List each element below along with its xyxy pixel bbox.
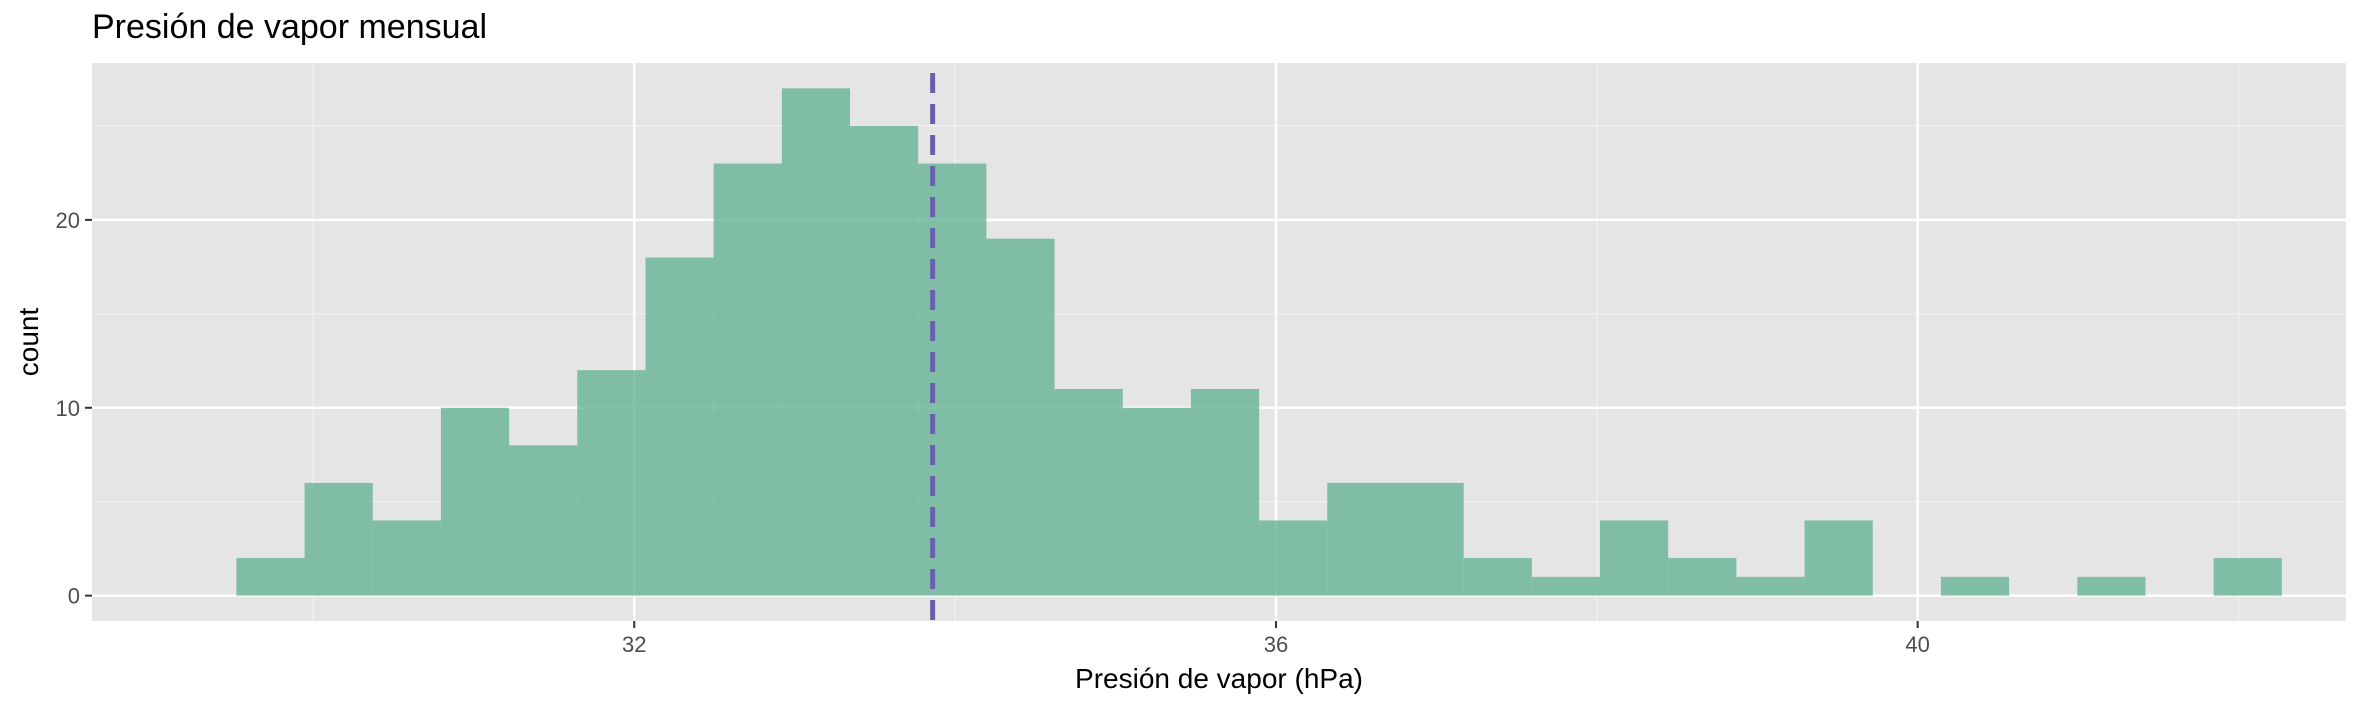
y-axis-title: count <box>13 308 44 377</box>
y-axis-ticks: 0 10 20 <box>56 208 92 609</box>
histogram-bar <box>1054 388 1123 596</box>
histogram-bar <box>1736 576 1805 596</box>
x-tick-label: 32 <box>622 632 646 657</box>
histogram-bar <box>1804 520 1873 596</box>
x-tick-label: 40 <box>1905 632 1929 657</box>
histogram-bar <box>1327 482 1396 596</box>
chart-title: Presión de vapor mensual <box>92 8 487 46</box>
histogram-bar <box>986 238 1055 596</box>
histogram-bar <box>781 88 851 596</box>
y-tick-label: 10 <box>56 396 80 421</box>
histogram-bar <box>372 520 441 596</box>
x-axis-ticks: 32 36 40 <box>622 621 1930 657</box>
histogram-bar <box>1190 388 1260 596</box>
histogram-bar <box>713 163 782 596</box>
histogram-bar <box>645 257 714 596</box>
histogram-bar <box>2213 558 2282 596</box>
histogram-bars <box>236 88 2282 596</box>
histogram-bar <box>509 445 578 596</box>
histogram-bar <box>1122 407 1191 596</box>
histogram-bar <box>2077 576 2146 596</box>
histogram-bar <box>1463 558 1532 596</box>
x-tick-label: 36 <box>1264 632 1288 657</box>
y-tick-label: 0 <box>68 584 80 609</box>
histogram-bar <box>1940 576 2010 596</box>
histogram-bar <box>440 407 510 596</box>
histogram-bar <box>304 482 373 596</box>
histogram-bar <box>1668 558 1737 596</box>
histogram-bar <box>918 163 987 596</box>
x-axis-title: Presión de vapor (hPa) <box>1075 663 1363 694</box>
histogram-bar <box>1531 576 1601 596</box>
histogram-bar <box>236 558 305 596</box>
histogram-bar <box>577 370 646 596</box>
histogram-bar <box>850 125 919 596</box>
histogram-bar <box>1395 482 1464 596</box>
histogram-bar <box>1259 520 1328 596</box>
histogram-bar <box>1600 520 1669 596</box>
y-tick-label: 20 <box>56 208 80 233</box>
